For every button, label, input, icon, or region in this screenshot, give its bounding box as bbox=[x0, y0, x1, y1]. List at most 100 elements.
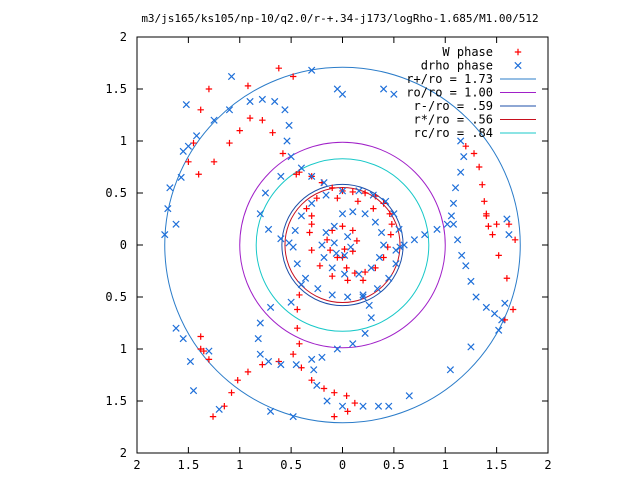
data-point-1-73 bbox=[349, 340, 357, 348]
legend-label-5: r*/ro = .56 bbox=[414, 113, 493, 127]
data-point-0-78 bbox=[323, 236, 331, 243]
data-point-1-24 bbox=[166, 184, 174, 192]
data-point-0-44 bbox=[495, 252, 502, 259]
data-point-0-93 bbox=[313, 195, 321, 202]
reference-circle-3 bbox=[284, 186, 401, 304]
reference-circle-2 bbox=[281, 183, 404, 307]
data-point-0-91 bbox=[308, 221, 315, 228]
data-point-0-48 bbox=[483, 210, 490, 217]
data-point-1-74 bbox=[361, 329, 369, 338]
legend-label-4: r-/ro = .59 bbox=[414, 99, 493, 113]
x-tick-label-3: 0.5 bbox=[280, 458, 302, 472]
data-point-0-16 bbox=[351, 269, 359, 277]
data-point-0-59 bbox=[244, 368, 252, 376]
data-point-0-74 bbox=[205, 356, 213, 363]
data-point-1-5 bbox=[246, 97, 254, 106]
reference-circle-0 bbox=[164, 66, 521, 424]
data-point-0-15 bbox=[361, 268, 369, 276]
data-point-0-89 bbox=[344, 277, 351, 284]
data-point-1-110 bbox=[395, 225, 403, 234]
data-point-0-77 bbox=[326, 247, 334, 254]
data-point-0-55 bbox=[296, 340, 303, 347]
data-point-1-4 bbox=[225, 106, 234, 114]
data-point-1-47 bbox=[458, 251, 466, 260]
data-point-0-21 bbox=[279, 150, 287, 157]
data-point-0-7 bbox=[372, 192, 379, 200]
data-point-1-60 bbox=[405, 392, 413, 400]
data-point-0-75 bbox=[197, 345, 204, 353]
data-point-0-67 bbox=[331, 389, 338, 396]
data-point-0-5 bbox=[349, 188, 356, 196]
data-point-1-122 bbox=[291, 226, 299, 235]
x-tick-label-0: 2 bbox=[133, 458, 140, 472]
data-point-1-62 bbox=[287, 298, 295, 306]
data-point-0-35 bbox=[289, 73, 297, 80]
reference-circle-4 bbox=[255, 158, 430, 332]
data-point-1-44 bbox=[392, 246, 400, 254]
data-point-1-76 bbox=[365, 301, 373, 309]
data-point-1-51 bbox=[482, 303, 490, 312]
data-point-1-118 bbox=[314, 285, 322, 293]
data-point-0-42 bbox=[485, 223, 492, 230]
data-point-1-75 bbox=[367, 314, 375, 322]
data-point-1-38 bbox=[447, 212, 456, 220]
data-point-1-36 bbox=[451, 184, 460, 192]
data-point-1-55 bbox=[505, 230, 513, 239]
data-point-0-63 bbox=[209, 413, 217, 420]
data-point-1-45 bbox=[449, 220, 458, 228]
x-tick-label-6: 1 bbox=[442, 458, 449, 472]
data-point-0-81 bbox=[349, 227, 356, 234]
data-point-0-25 bbox=[236, 127, 243, 134]
data-point-1-59 bbox=[446, 366, 455, 374]
data-point-1-106 bbox=[322, 228, 330, 237]
data-point-0-31 bbox=[197, 106, 204, 113]
legend-label-0: W phase bbox=[442, 45, 493, 59]
data-point-1-111 bbox=[396, 243, 404, 251]
data-point-0-19 bbox=[341, 245, 348, 253]
data-point-1-61 bbox=[297, 280, 306, 289]
data-point-0-60 bbox=[234, 377, 241, 384]
data-point-0-80 bbox=[339, 223, 346, 230]
data-point-1-107 bbox=[330, 222, 338, 230]
data-point-1-82 bbox=[359, 402, 367, 410]
data-point-0-54 bbox=[294, 325, 301, 332]
data-point-1-114 bbox=[373, 285, 382, 293]
data-point-1-32 bbox=[227, 72, 236, 81]
data-point-1-18 bbox=[264, 225, 273, 234]
data-point-1-101 bbox=[355, 270, 363, 278]
data-point-0-68 bbox=[343, 392, 350, 399]
data-point-1-68 bbox=[277, 360, 285, 369]
data-point-0-40 bbox=[481, 198, 488, 205]
data-point-1-35 bbox=[457, 168, 465, 176]
data-point-1-119 bbox=[301, 274, 310, 282]
data-point-1-81 bbox=[338, 402, 347, 410]
data-point-1-71 bbox=[318, 353, 326, 361]
data-point-1-132 bbox=[332, 249, 340, 257]
data-point-1-80 bbox=[323, 397, 331, 405]
data-point-0-65 bbox=[308, 377, 315, 384]
data-point-1-103 bbox=[328, 264, 336, 272]
data-point-1-88 bbox=[205, 347, 213, 355]
legend-label-1: drho phase bbox=[421, 59, 493, 73]
data-point-1-108 bbox=[382, 197, 390, 205]
x-tick-label-8: 2 bbox=[544, 458, 551, 472]
data-point-1-128 bbox=[369, 191, 377, 199]
data-point-1-85 bbox=[172, 324, 180, 332]
data-point-1-57 bbox=[495, 326, 503, 334]
data-point-0-26 bbox=[226, 139, 233, 147]
data-point-1-64 bbox=[256, 319, 264, 327]
chart-title: m3/js165/ks105/np-10/q2.0/r-+.34-j173/lo… bbox=[141, 12, 538, 25]
data-point-1-89 bbox=[189, 386, 198, 395]
data-point-1-26 bbox=[161, 230, 169, 239]
data-point-0-51 bbox=[511, 236, 519, 243]
data-point-1-72 bbox=[333, 345, 341, 353]
data-point-0-43 bbox=[489, 231, 496, 238]
data-point-0-69 bbox=[351, 399, 359, 407]
data-point-1-50 bbox=[472, 293, 480, 301]
data-point-0-50 bbox=[505, 221, 513, 228]
data-point-0-46 bbox=[509, 306, 517, 313]
data-point-1-37 bbox=[449, 199, 458, 208]
data-point-1-13 bbox=[308, 172, 316, 180]
data-point-1-102 bbox=[340, 270, 349, 278]
